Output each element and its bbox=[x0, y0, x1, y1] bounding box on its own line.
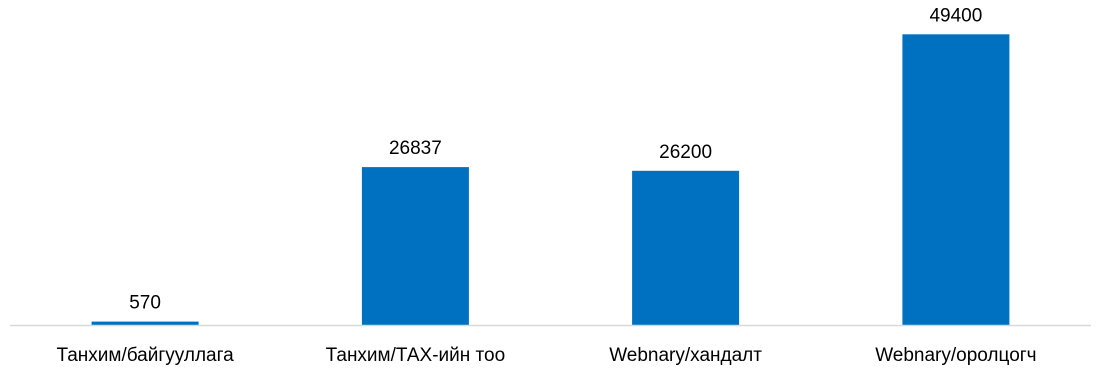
data-labels: 570 26837 26200 49400 bbox=[129, 5, 982, 313]
x-tick-label-0: Танхим/байгууллага bbox=[56, 345, 234, 366]
bar-3 bbox=[902, 34, 1010, 326]
x-tick-label-3: Webnary/оролцогч bbox=[875, 345, 1036, 366]
bar-series bbox=[91, 34, 1010, 326]
x-tick-label-2: Webnary/хандалт bbox=[609, 345, 762, 366]
data-label-3: 49400 bbox=[929, 5, 982, 26]
bar-1 bbox=[361, 167, 469, 325]
data-label-2: 26200 bbox=[659, 142, 712, 163]
x-tick-label-1: Танхим/ТАХ-ийн тоо bbox=[326, 345, 506, 366]
data-label-1: 26837 bbox=[389, 138, 442, 159]
bar-2 bbox=[632, 170, 740, 325]
x-tick-labels: Танхим/байгууллага Танхим/ТАХ-ийн тоо Webn… bbox=[56, 345, 1036, 366]
bar-0 bbox=[91, 321, 199, 325]
data-label-0: 570 bbox=[129, 293, 161, 314]
